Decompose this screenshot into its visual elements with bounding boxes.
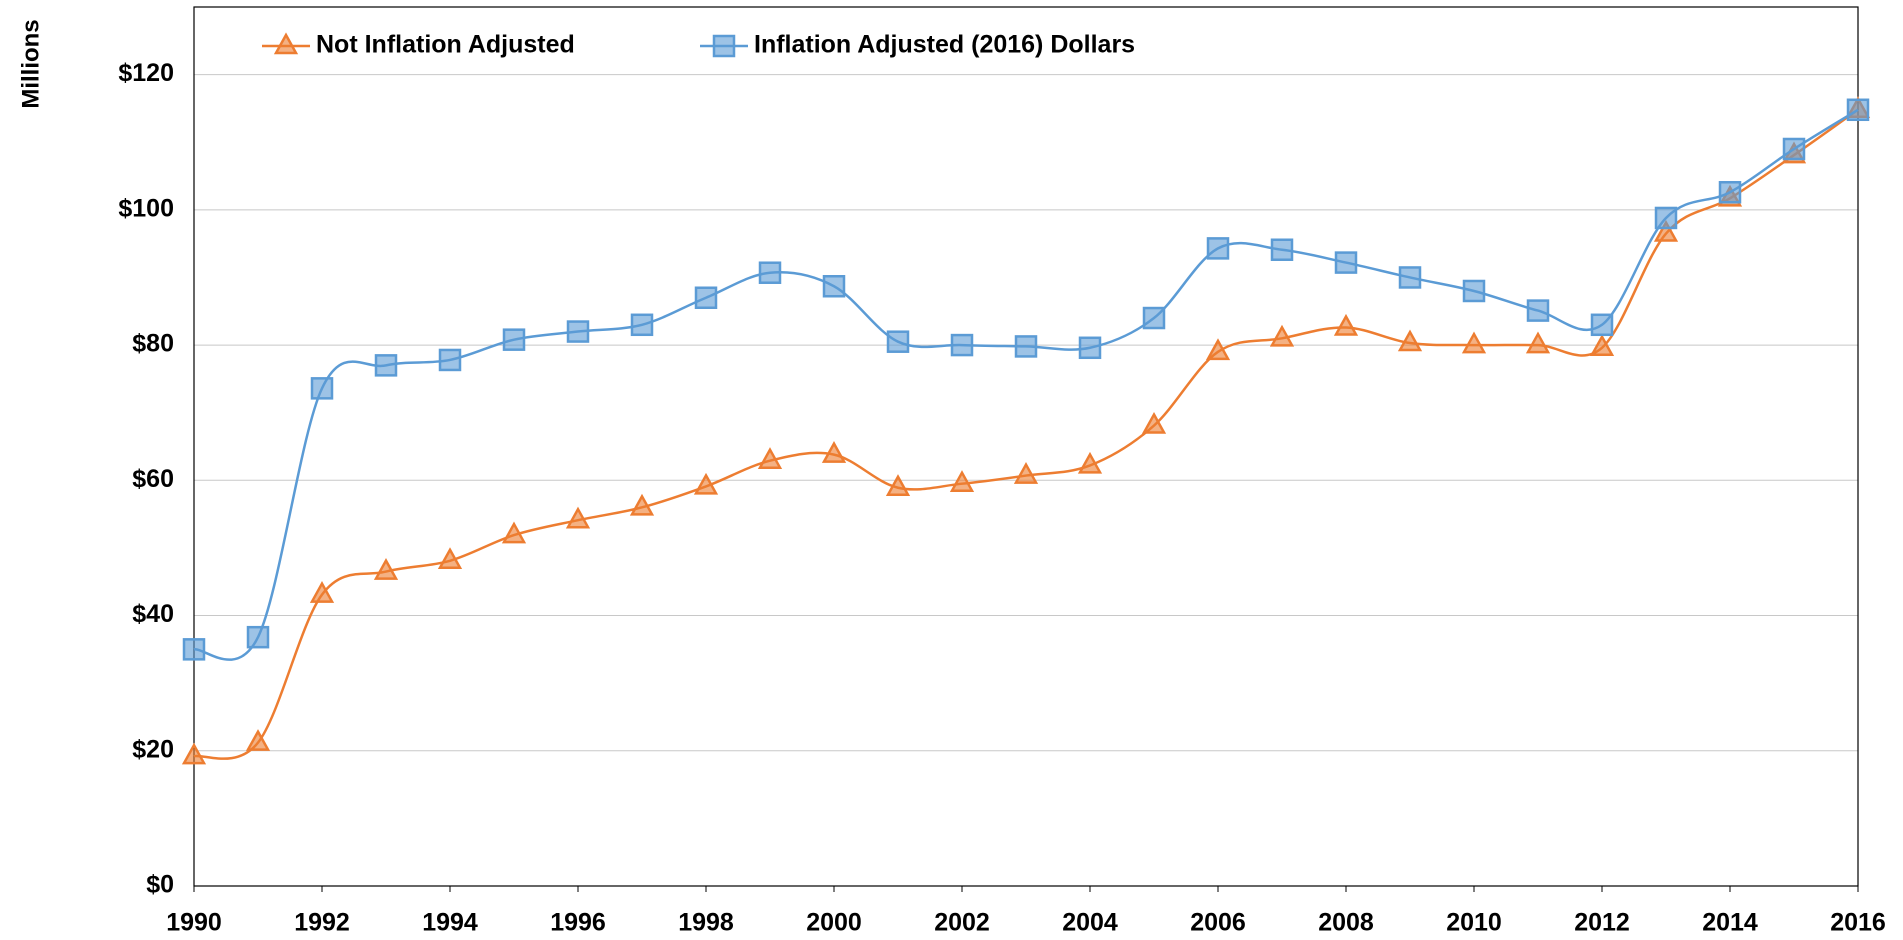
data-point <box>374 354 398 377</box>
data-point <box>1590 313 1614 337</box>
data-point <box>1078 336 1102 360</box>
data-point <box>1462 279 1486 303</box>
data-point <box>694 286 718 309</box>
data-point <box>1653 219 1679 242</box>
data-point <box>1334 251 1358 274</box>
x-tick-label: 1998 <box>678 909 734 937</box>
data-point <box>1589 334 1615 357</box>
data-point <box>246 625 270 649</box>
data-point <box>1205 338 1231 361</box>
data-point <box>1270 238 1294 261</box>
data-point <box>1013 462 1039 484</box>
data-point <box>1525 331 1551 354</box>
data-point <box>565 506 591 529</box>
data-point <box>630 313 654 337</box>
data-point <box>1461 331 1487 354</box>
data-point <box>1398 266 1422 289</box>
x-tick-label: 1996 <box>550 909 606 937</box>
data-point <box>566 320 590 343</box>
y-tick-label: $120 <box>118 59 174 87</box>
data-point <box>1141 411 1167 434</box>
data-point <box>1014 335 1038 358</box>
plot-frame <box>193 6 1859 887</box>
series-line <box>193 108 1859 760</box>
x-tick-label: 1990 <box>166 909 222 937</box>
series-line <box>193 108 1859 661</box>
data-point <box>502 328 526 351</box>
y-tick-label: $40 <box>132 600 174 628</box>
data-point <box>309 581 335 603</box>
legend-label: Inflation Adjusted (2016) Dollars <box>754 31 1135 59</box>
legend-marker <box>712 34 736 58</box>
legend-label: Not Inflation Adjusted <box>316 31 575 59</box>
x-tick-label: 2002 <box>934 909 990 937</box>
data-point <box>1333 313 1359 336</box>
y-tick-label: $20 <box>132 735 174 763</box>
data-point <box>885 474 911 496</box>
data-point <box>950 333 974 357</box>
data-point <box>373 558 399 580</box>
y-tick-label: $60 <box>132 465 174 493</box>
y-tick-label: $0 <box>146 871 174 899</box>
x-tick-label: 1994 <box>422 909 478 937</box>
data-point <box>1077 451 1103 474</box>
data-point <box>629 493 655 516</box>
data-point <box>1782 137 1806 161</box>
data-point <box>758 261 782 284</box>
data-point <box>437 547 463 570</box>
y-axis-label: Millions <box>17 19 44 108</box>
data-point <box>757 447 783 469</box>
data-point <box>182 638 206 661</box>
data-point <box>1142 306 1166 330</box>
data-point <box>886 330 910 353</box>
x-tick-label: 2010 <box>1446 909 1502 937</box>
data-point <box>1526 299 1550 322</box>
x-tick-label: 2014 <box>1702 909 1758 937</box>
x-tick-label: 2000 <box>806 909 862 937</box>
data-point <box>822 275 846 298</box>
data-point <box>693 472 719 495</box>
x-tick-label: 2016 <box>1830 909 1886 937</box>
data-point <box>1397 329 1423 352</box>
data-point <box>310 377 334 400</box>
data-point <box>181 742 207 765</box>
data-point <box>438 348 462 372</box>
data-point <box>501 521 527 544</box>
x-tick-label: 2008 <box>1318 909 1374 937</box>
data-point <box>1206 237 1230 260</box>
y-tick-label: $100 <box>118 194 174 222</box>
data-point <box>821 441 847 463</box>
x-tick-label: 2004 <box>1062 909 1118 937</box>
legend-marker <box>273 32 299 55</box>
data-point <box>1269 324 1295 347</box>
data-point <box>1654 206 1678 230</box>
y-tick-label: $80 <box>132 330 174 358</box>
data-point <box>949 470 975 492</box>
x-tick-label: 2006 <box>1190 909 1246 937</box>
x-tick-label: 1992 <box>294 909 350 937</box>
data-point <box>1846 98 1870 122</box>
data-point <box>1718 181 1742 204</box>
x-tick-label: 2012 <box>1574 909 1630 937</box>
data-point <box>245 729 271 751</box>
